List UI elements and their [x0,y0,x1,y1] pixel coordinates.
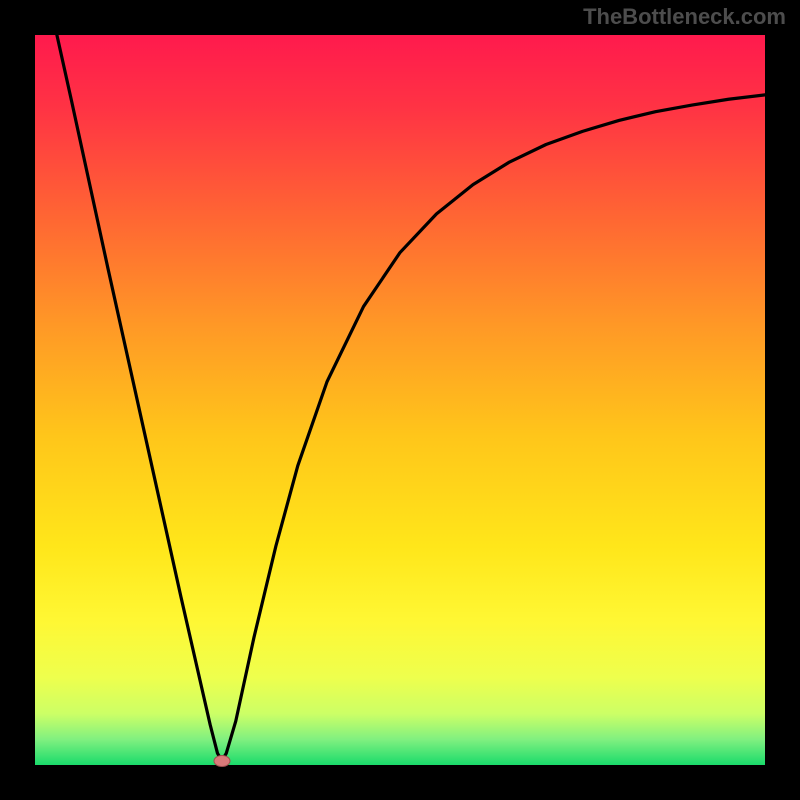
bottleneck-curve [35,35,765,765]
watermark-text: TheBottleneck.com [583,4,786,30]
chart-plot-area [35,35,765,765]
optimum-marker [213,755,230,767]
